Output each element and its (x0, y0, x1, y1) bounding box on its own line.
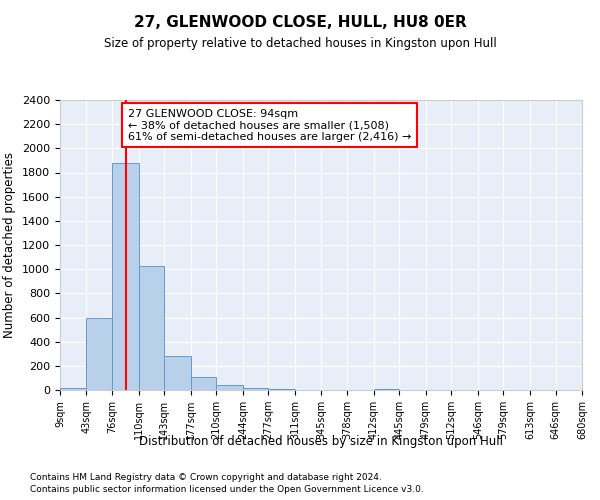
Text: 27, GLENWOOD CLOSE, HULL, HU8 0ER: 27, GLENWOOD CLOSE, HULL, HU8 0ER (134, 15, 466, 30)
Y-axis label: Number of detached properties: Number of detached properties (4, 152, 16, 338)
Text: Distribution of detached houses by size in Kingston upon Hull: Distribution of detached houses by size … (139, 435, 503, 448)
Text: Contains HM Land Registry data © Crown copyright and database right 2024.: Contains HM Land Registry data © Crown c… (30, 472, 382, 482)
Bar (139, 266, 164, 390)
Text: Size of property relative to detached houses in Kingston upon Hull: Size of property relative to detached ho… (104, 38, 496, 51)
Text: 27 GLENWOOD CLOSE: 94sqm
← 38% of detached houses are smaller (1,508)
61% of sem: 27 GLENWOOD CLOSE: 94sqm ← 38% of detach… (128, 108, 411, 142)
Bar (217, 384, 243, 390)
Bar (112, 163, 139, 390)
Bar (60, 388, 86, 390)
Bar (243, 388, 268, 390)
Bar (191, 376, 217, 390)
Bar (86, 318, 112, 390)
Bar (164, 356, 191, 390)
Text: Contains public sector information licensed under the Open Government Licence v3: Contains public sector information licen… (30, 485, 424, 494)
